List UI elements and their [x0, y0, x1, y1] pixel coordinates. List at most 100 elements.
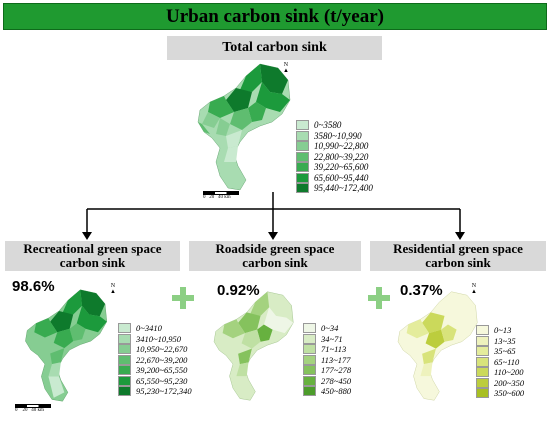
recreational-legend-swatch [118, 344, 131, 355]
residential-legend-label: 350~600 [494, 388, 525, 399]
recreational-legend-label: 0~3410 [136, 323, 162, 334]
residential-legend-swatch [476, 335, 489, 346]
roadside-legend-item: 113~177 [303, 354, 351, 366]
recreational-legend-item: 0~3410 [118, 323, 192, 334]
recreational-legend-swatch [118, 386, 131, 397]
recreational-map [25, 289, 108, 402]
roadside-header-line1: Roadside green space [215, 241, 335, 257]
total-legend-swatch [296, 141, 309, 152]
roadside-legend-swatch [303, 354, 316, 365]
scale-unit: km [224, 195, 231, 200]
recreational-legend-swatch [118, 354, 131, 365]
total-legend-swatch [296, 172, 309, 183]
plus-icon [172, 287, 194, 309]
residential-map [397, 291, 478, 401]
roadside-map [213, 291, 294, 401]
roadside-legend-label: 34~71 [321, 333, 343, 344]
residential-legend-label: 0~13 [494, 325, 512, 336]
recreational-scale-bar: 0 20 40 km [15, 404, 75, 413]
total-legend: 0~3580 3580~10,990 10,990~22,800 22,800~39,… [296, 120, 373, 194]
roadside-legend-item: 450~880 [303, 386, 351, 397]
roadside-legend-item: 71~113 [303, 344, 351, 355]
roadside-legend-label: 71~113 [321, 344, 347, 355]
residential-legend: 0~13 13~35 35~65 65~110 110~200 200~350 350~60… [476, 325, 524, 399]
recreational-legend-swatch [118, 375, 131, 386]
total-legend-label: 0~3580 [314, 120, 342, 131]
residential-legend-label: 65~110 [494, 356, 520, 367]
roadside-legend-item: 177~278 [303, 365, 351, 376]
recreational-legend-item: 95,230~172,340 [118, 386, 192, 397]
total-north-arrow: N ▲ [283, 62, 289, 74]
residential-legend-item: 0~13 [476, 325, 524, 336]
recreational-legend-item: 10,950~22,670 [118, 344, 192, 355]
roadside-legend-swatch [303, 386, 316, 397]
recreational-legend-item: 22,670~39,200 [118, 354, 192, 366]
total-legend-swatch [296, 151, 309, 162]
scale-tick-40: 40 [218, 195, 223, 200]
roadside-legend-label: 450~880 [321, 386, 352, 397]
total-legend-label: 22,800~39,220 [314, 151, 369, 162]
recreational-legend-swatch [118, 323, 131, 334]
residential-legend-item: 350~600 [476, 388, 524, 399]
recreational-north-arrow: N ▲ [110, 283, 116, 295]
residential-legend-item: 65~110 [476, 356, 524, 368]
roadside-percent: 0.92% [217, 282, 260, 299]
total-legend-item: 39,220~65,600 [296, 162, 373, 173]
residential-legend-swatch [476, 367, 489, 378]
residential-legend-item: 35~65 [476, 346, 524, 357]
recreational-header: Recreational green space carbon sink [5, 241, 180, 271]
roadside-legend-swatch [303, 333, 316, 344]
recreational-legend-swatch [118, 365, 131, 376]
total-legend-item: 10,990~22,800 [296, 141, 373, 152]
roadside-header: Roadside green space carbon sink [189, 241, 361, 271]
residential-legend-item: 200~350 [476, 377, 525, 389]
residential-north-arrow: N ▲ [471, 283, 477, 295]
total-legend-swatch [296, 130, 309, 141]
recreational-legend-label: 95,230~172,340 [136, 386, 192, 397]
total-legend-item: 95,440~172,400 [296, 183, 373, 194]
residential-header-line1: Residential green space [393, 241, 523, 257]
total-scale-bar: 0 20 40 km [203, 191, 263, 200]
total-header-label: Total carbon sink [222, 39, 327, 55]
total-legend-swatch [296, 120, 309, 131]
recreational-percent: 98.6% [12, 278, 55, 295]
residential-legend-item: 110~200 [476, 367, 524, 378]
residential-legend-label: 110~200 [494, 367, 524, 378]
roadside-legend-swatch [303, 344, 316, 355]
recreational-legend-label: 3410~10,950 [136, 333, 181, 344]
total-legend-item: 3580~10,990 [296, 130, 373, 142]
total-legend-label: 39,220~65,600 [314, 162, 369, 173]
recreational-legend-item: 39,200~65,550 [118, 365, 192, 376]
title-bar: Urban carbon sink (t/year) [3, 3, 547, 30]
total-legend-label: 3580~10,990 [314, 130, 362, 141]
residential-legend-label: 13~35 [494, 335, 516, 346]
recreational-header-line1: Recreational green space [23, 241, 162, 257]
total-header: Total carbon sink [167, 36, 382, 60]
roadside-legend-item: 34~71 [303, 333, 351, 345]
roadside-legend-swatch [303, 323, 316, 334]
recreational-legend-label: 22,670~39,200 [136, 354, 188, 365]
plus-icon [368, 287, 390, 309]
recreational-legend: 0~3410 3410~10,950 10,950~22,670 22,670~39,… [118, 323, 192, 397]
total-legend-item: 65,600~95,440 [296, 172, 373, 184]
total-legend-swatch [296, 162, 309, 173]
residential-legend-swatch [476, 325, 489, 336]
roadside-legend-label: 113~177 [321, 354, 351, 365]
roadside-legend-swatch [303, 365, 316, 376]
residential-legend-item: 13~35 [476, 335, 524, 347]
recreational-legend-swatch [118, 333, 131, 344]
residential-legend-label: 200~350 [494, 377, 525, 388]
residential-legend-swatch [476, 388, 489, 399]
roadside-legend-item: 0~34 [303, 323, 351, 334]
recreational-legend-item: 3410~10,950 [118, 333, 192, 345]
roadside-legend-label: 177~278 [321, 365, 352, 376]
residential-legend-swatch [476, 377, 489, 388]
total-map [197, 63, 291, 191]
roadside-legend-swatch [303, 375, 316, 386]
recreational-legend-item: 65,550~95,230 [118, 375, 192, 387]
roadside-legend-label: 0~34 [321, 323, 339, 334]
recreational-legend-label: 39,200~65,550 [136, 365, 188, 376]
scale-tick-20: 20 [209, 195, 215, 200]
residential-legend-swatch [476, 346, 489, 357]
north-label: N [283, 62, 289, 68]
